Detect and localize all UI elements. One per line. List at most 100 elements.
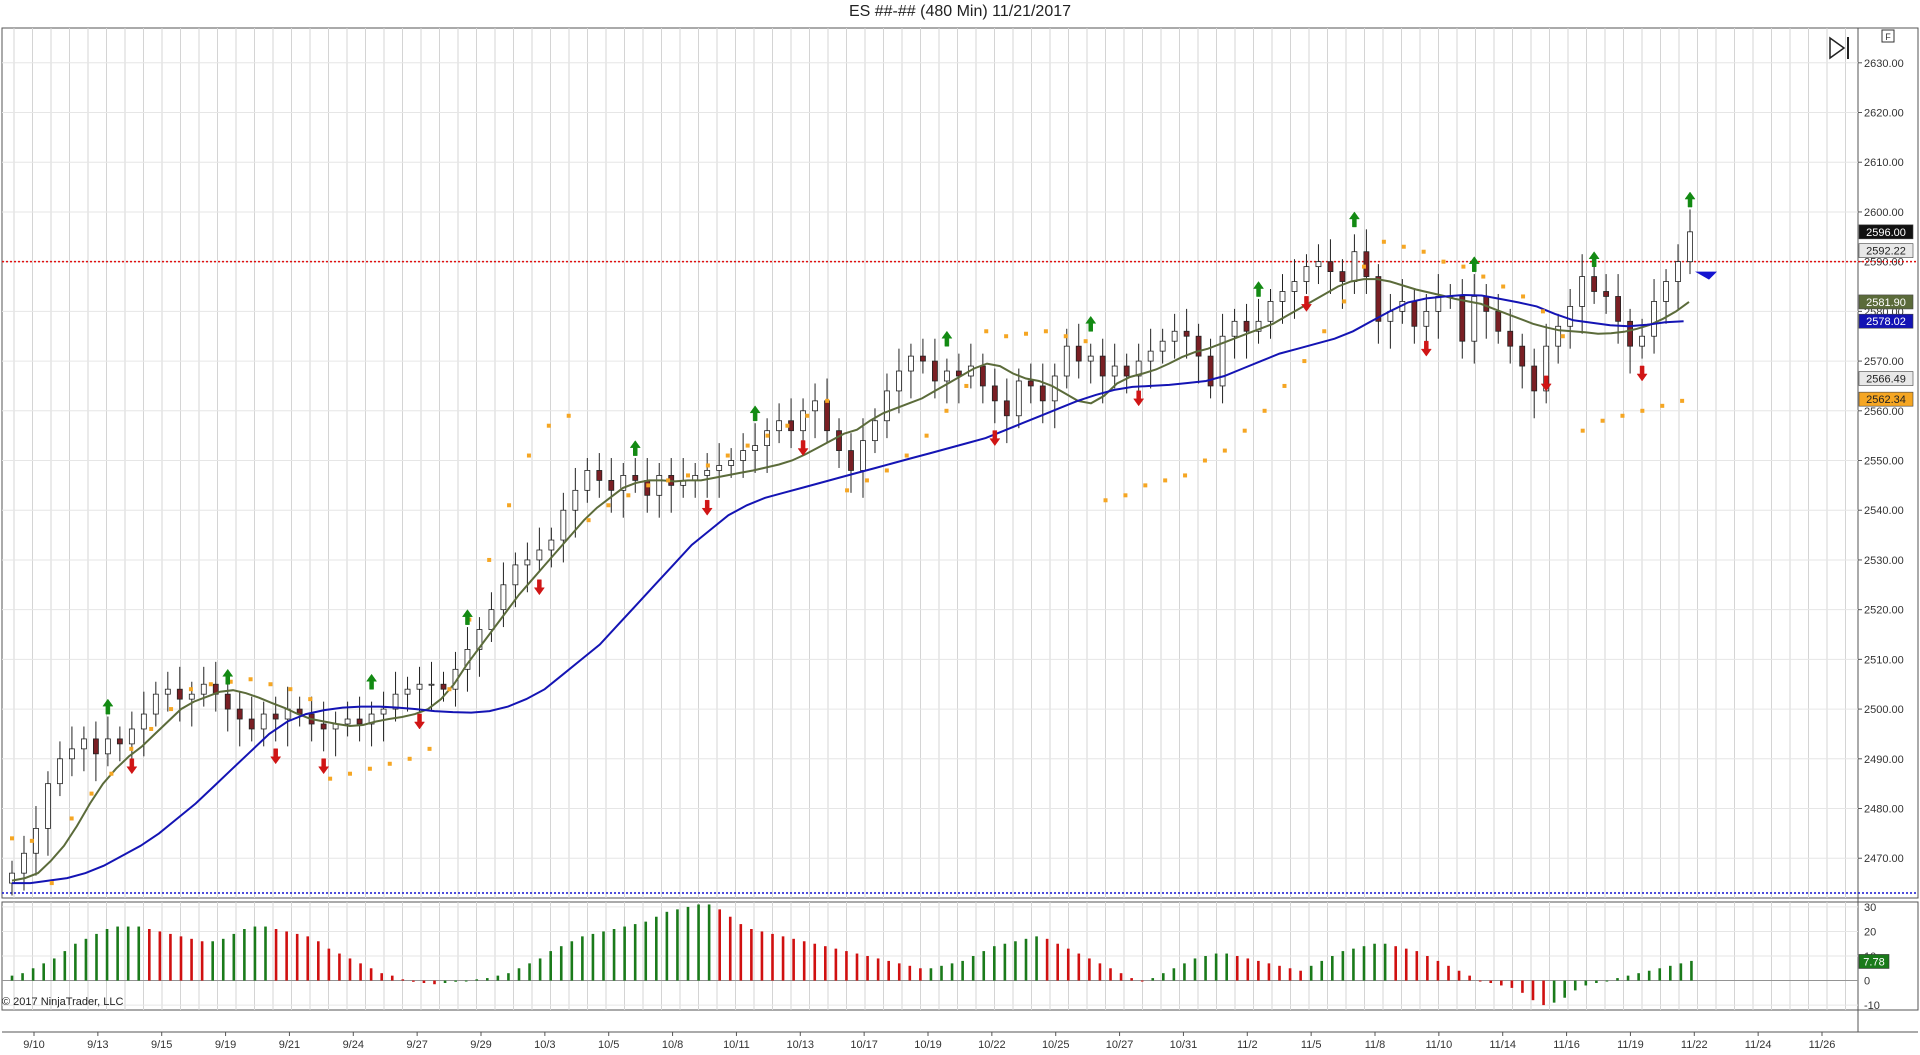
candle-down [1339,271,1346,282]
price-tag [1858,371,1914,386]
x-tick-label: 9/13 [87,1039,108,1051]
y-tick-label: 2620.00 [1864,108,1904,120]
skip-triangle [1829,36,1846,60]
osc-bar [496,975,500,981]
candle-down [1075,345,1082,362]
osc-bar [232,933,236,981]
psar-dot [1580,428,1585,433]
x-tick-label: 11/5 [1301,1039,1322,1051]
osc-bar [1162,973,1165,981]
psar-dot [725,453,730,458]
candle-down [1039,385,1046,402]
x-tick-label: 9/29 [470,1039,491,1051]
osc-bar [750,929,753,981]
osc-bar [1119,973,1123,981]
candle-up [620,475,627,491]
osc-bar [1257,960,1260,981]
psar-dot [1282,383,1287,388]
candle-up [512,564,519,586]
skip-to-end-icon[interactable] [1829,36,1849,60]
osc-bar [317,941,320,981]
candle-up [1291,281,1298,292]
candle-up [800,410,806,432]
candle-up [45,783,51,829]
osc-bar [211,941,214,981]
psar-dot [845,488,850,493]
psar-dot [1381,239,1386,244]
osc-bar [1267,963,1271,981]
psar-dot [1362,264,1366,269]
osc-bar [1341,951,1345,981]
candle-up [1087,355,1094,362]
price-tag-label: 2562.34 [1866,394,1906,406]
osc-bar [929,968,933,981]
osc-bar [137,926,141,981]
y-tick-label: 2520.00 [1864,605,1904,617]
psar-dot [49,881,54,886]
osc-bar [1193,958,1197,981]
psar-dot [705,463,710,468]
candle-down [1627,320,1633,347]
osc-bar [1130,978,1133,981]
panel-f-icon[interactable]: F [1881,29,1895,43]
psar-dot [1083,339,1088,344]
price-tag-label: 2592.22 [1866,246,1906,258]
x-tick-label: 11/19 [1617,1039,1644,1051]
osc-bar [655,916,658,981]
signal-up-arrow [1468,256,1480,272]
osc-bar [845,951,848,981]
signal-up-arrow [222,668,234,685]
x-tick-label: 10/11 [723,1039,750,1051]
candle-down [1099,355,1106,377]
x-tick-label: 11/2 [1237,1039,1258,1051]
osc-bar [686,906,690,981]
osc-bar [507,973,510,981]
osc-bar [1373,943,1376,981]
psar-dot [69,816,74,821]
x-tick-label: 9/15 [151,1039,172,1051]
psar-dot [447,687,452,692]
candle-up [380,708,387,715]
osc-bar [1309,965,1313,981]
osc-bar [1172,968,1176,981]
candle-up [872,420,878,442]
psar-dot [1202,458,1207,463]
osc-bar [707,904,711,981]
osc-bar [1679,963,1683,981]
candle-up [404,688,411,695]
y-tick-label: 2560.00 [1864,406,1904,418]
osc-bar [517,968,521,981]
x-tick-label: 10/5 [598,1039,619,1051]
osc-bar [792,938,795,981]
psar-dot [1262,408,1267,413]
psar-dot [1640,408,1645,413]
signal-up-arrow [1588,251,1600,267]
signal-down-arrow [797,440,809,456]
psar-dot [208,682,213,687]
candle-up [656,475,663,496]
psar-dot [646,483,651,488]
candle-down [1183,330,1190,337]
osc-bar [813,943,817,981]
psar-dot [1441,259,1446,264]
psar-dot [924,433,929,438]
candle-up [416,683,423,690]
psar-dot [308,697,313,702]
osc-bar [1447,965,1450,981]
osc-bar [179,936,183,981]
osc-bar [464,980,468,982]
osc-bar [390,975,394,981]
candle-up [21,852,27,874]
signal-down-arrow [318,758,330,775]
x-tick-label: 11/14 [1489,1039,1516,1051]
psar-dot [407,756,412,761]
osc-bar [475,979,479,981]
x-tick-label: 10/8 [662,1039,683,1051]
psar-dot [427,746,432,751]
candle-down [596,470,603,481]
candle-up [1159,340,1166,352]
psar-dot [1242,428,1247,433]
candle-up [1555,325,1562,347]
y-tick-label: 2590.00 [1864,257,1904,269]
